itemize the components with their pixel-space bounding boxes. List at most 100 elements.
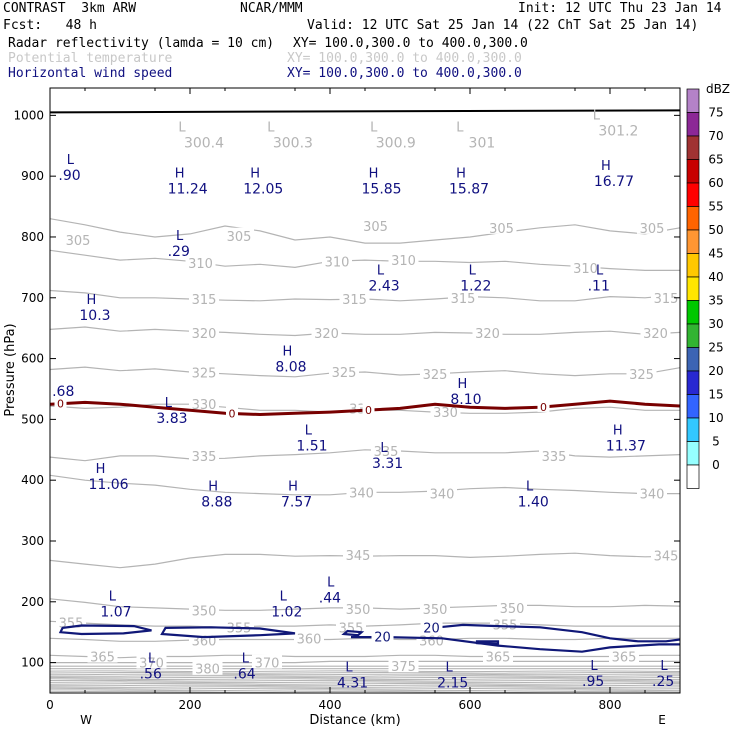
colorbar-label: 50 xyxy=(708,223,723,237)
theta-label: 340 xyxy=(640,488,665,503)
theta-label-bg xyxy=(388,658,419,673)
y-tick-label: 700 xyxy=(21,291,44,305)
theta-label-bg xyxy=(329,363,359,378)
surface-theta-value: 300.9 xyxy=(376,136,416,152)
y-tick-label: 600 xyxy=(21,352,44,366)
theta-label: 315 xyxy=(451,292,476,307)
theta-label: 325 xyxy=(423,368,448,383)
colorbar-label: 65 xyxy=(708,153,723,167)
extremum-value: 7.57 xyxy=(281,495,312,511)
theta-label: 310 xyxy=(325,255,350,270)
theta-band-line xyxy=(50,681,680,684)
extremum-value: 1.02 xyxy=(271,605,302,621)
theta-label-bg xyxy=(420,601,450,616)
theta-label-bg xyxy=(651,547,680,562)
theta-label-bg xyxy=(609,648,639,663)
x-tick-label: 200 xyxy=(179,698,202,712)
theta-band-line xyxy=(50,670,680,673)
colorbar-swatch xyxy=(686,323,700,348)
surface-line xyxy=(50,109,680,114)
wind-contour-20 xyxy=(351,636,680,653)
theta-label-bg xyxy=(637,219,667,234)
theta-band-line xyxy=(50,675,680,677)
surface-theta-value: 301 xyxy=(469,136,496,152)
surface-theta-marker: L xyxy=(370,121,378,136)
colorbar-swatch xyxy=(686,135,700,160)
extremum-value: 15.85 xyxy=(362,181,402,197)
y-tick-label: 100 xyxy=(21,656,44,670)
theta-label-bg xyxy=(189,396,219,411)
extremum-value: .25 xyxy=(652,674,674,690)
theta-contour-305 xyxy=(50,218,680,244)
zero-label-bg xyxy=(537,399,550,412)
org-label: NCAR/MMM xyxy=(240,1,303,16)
theta-label: 305 xyxy=(227,230,252,245)
theta-band-line xyxy=(50,679,680,682)
extremum-value: 3.31 xyxy=(372,456,403,472)
theta-label-bg xyxy=(322,253,352,268)
theta-band-line xyxy=(50,678,680,681)
colorbar-swatch xyxy=(686,206,700,231)
east-label: E xyxy=(658,713,666,727)
theta-label-bg xyxy=(637,485,667,500)
theta-label: 330 xyxy=(433,406,458,421)
theta-label-bg xyxy=(87,648,118,663)
field-reflectivity: Radar reflectivity (lamda = 10 cm) xyxy=(8,36,275,51)
x-tick-label: 800 xyxy=(599,698,622,712)
extremum-value: .29 xyxy=(168,244,190,260)
colorbar-swatch xyxy=(686,229,700,254)
colorbar-swatch xyxy=(686,112,700,137)
extremum-marker: L xyxy=(280,590,288,605)
extremum-value: 16.77 xyxy=(594,174,634,190)
theta-label: 310 xyxy=(188,257,213,272)
theta-label-bg xyxy=(360,218,391,233)
colorbar-label: 75 xyxy=(708,106,723,120)
extremum-value: 12.05 xyxy=(243,181,283,197)
colorbar-swatch xyxy=(686,253,700,278)
theta-label-bg xyxy=(486,219,517,234)
theta-label: 325 xyxy=(192,367,217,382)
theta-label-bg xyxy=(189,325,219,340)
extremum-value: 2.43 xyxy=(369,279,400,295)
theta-label: 360 xyxy=(192,635,217,650)
wind-contour-20 xyxy=(438,623,680,643)
theta-label-bg xyxy=(136,654,167,669)
theta-label-bg xyxy=(497,599,527,614)
theta-label: 320 xyxy=(192,327,217,342)
theta-label: 345 xyxy=(654,550,679,565)
y-tick-label: 900 xyxy=(21,169,44,183)
model-title: CONTRAST 3km ARW xyxy=(3,1,137,16)
zero-isotherm-label: 0 xyxy=(540,401,547,414)
extremum-value: .95 xyxy=(582,674,604,690)
zero-isotherm-label: 0 xyxy=(57,398,64,411)
x-tick-label: 0 xyxy=(46,698,54,712)
wind-label: 20 xyxy=(374,630,391,645)
theta-label: 305 xyxy=(363,220,388,235)
extremum-value: 8.08 xyxy=(275,360,306,376)
extremum-value: 11.24 xyxy=(168,181,208,197)
extremum-value: 1.07 xyxy=(100,605,131,621)
extremum-marker: H xyxy=(601,159,611,174)
wind-label-bg xyxy=(420,619,443,634)
field-wind: Horizontal wind speed xyxy=(8,66,173,81)
wind-contour-20-cell xyxy=(475,640,500,645)
theta-label: 365 xyxy=(486,651,511,666)
west-label: W xyxy=(80,713,92,727)
extremum-value: 1.22 xyxy=(460,279,491,295)
theta-contour-325 xyxy=(50,366,680,378)
extremum-marker: L xyxy=(469,264,477,279)
wind-label-bg xyxy=(371,628,394,643)
theta-label: 305 xyxy=(489,222,514,237)
theta-label: 320 xyxy=(643,327,668,342)
theta-label-bg xyxy=(420,365,450,380)
extremum-value: .90 xyxy=(58,168,80,184)
theta-label-bg xyxy=(626,365,657,380)
extremum-marker: L xyxy=(590,659,598,674)
theta-label: 305 xyxy=(640,222,665,237)
y-tick-label: 300 xyxy=(21,534,44,548)
theta-label: 360 xyxy=(297,632,322,647)
extremum-marker: H xyxy=(96,462,106,477)
extremum-marker: H xyxy=(613,424,623,439)
x-axis-label: Distance (km) xyxy=(309,713,400,728)
theta-label: 370 xyxy=(139,657,164,672)
